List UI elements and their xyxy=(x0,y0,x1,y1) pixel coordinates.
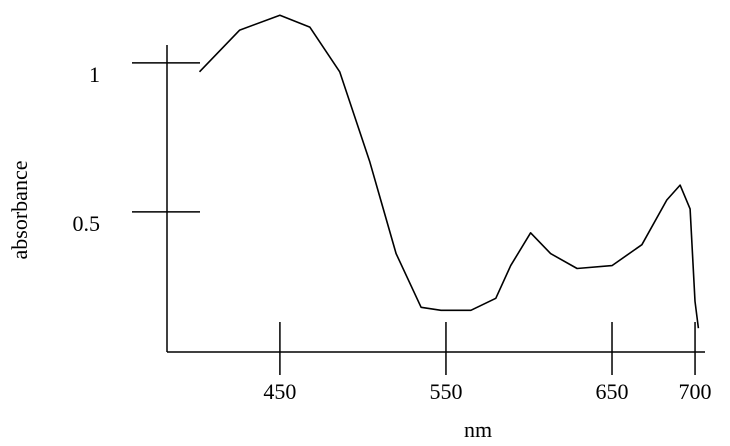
y-tick-label: 1 xyxy=(89,62,100,87)
y-tick-label: 0.5 xyxy=(73,211,101,236)
x-axis-label: nm xyxy=(464,417,492,442)
x-tick-label: 550 xyxy=(429,379,462,404)
y-axis-label: absorbance xyxy=(7,161,32,260)
x-tick-label: 450 xyxy=(263,379,296,404)
x-tick-label: 650 xyxy=(596,379,629,404)
spectrum-line xyxy=(198,14,700,329)
x-tick-label: 700 xyxy=(679,379,712,404)
